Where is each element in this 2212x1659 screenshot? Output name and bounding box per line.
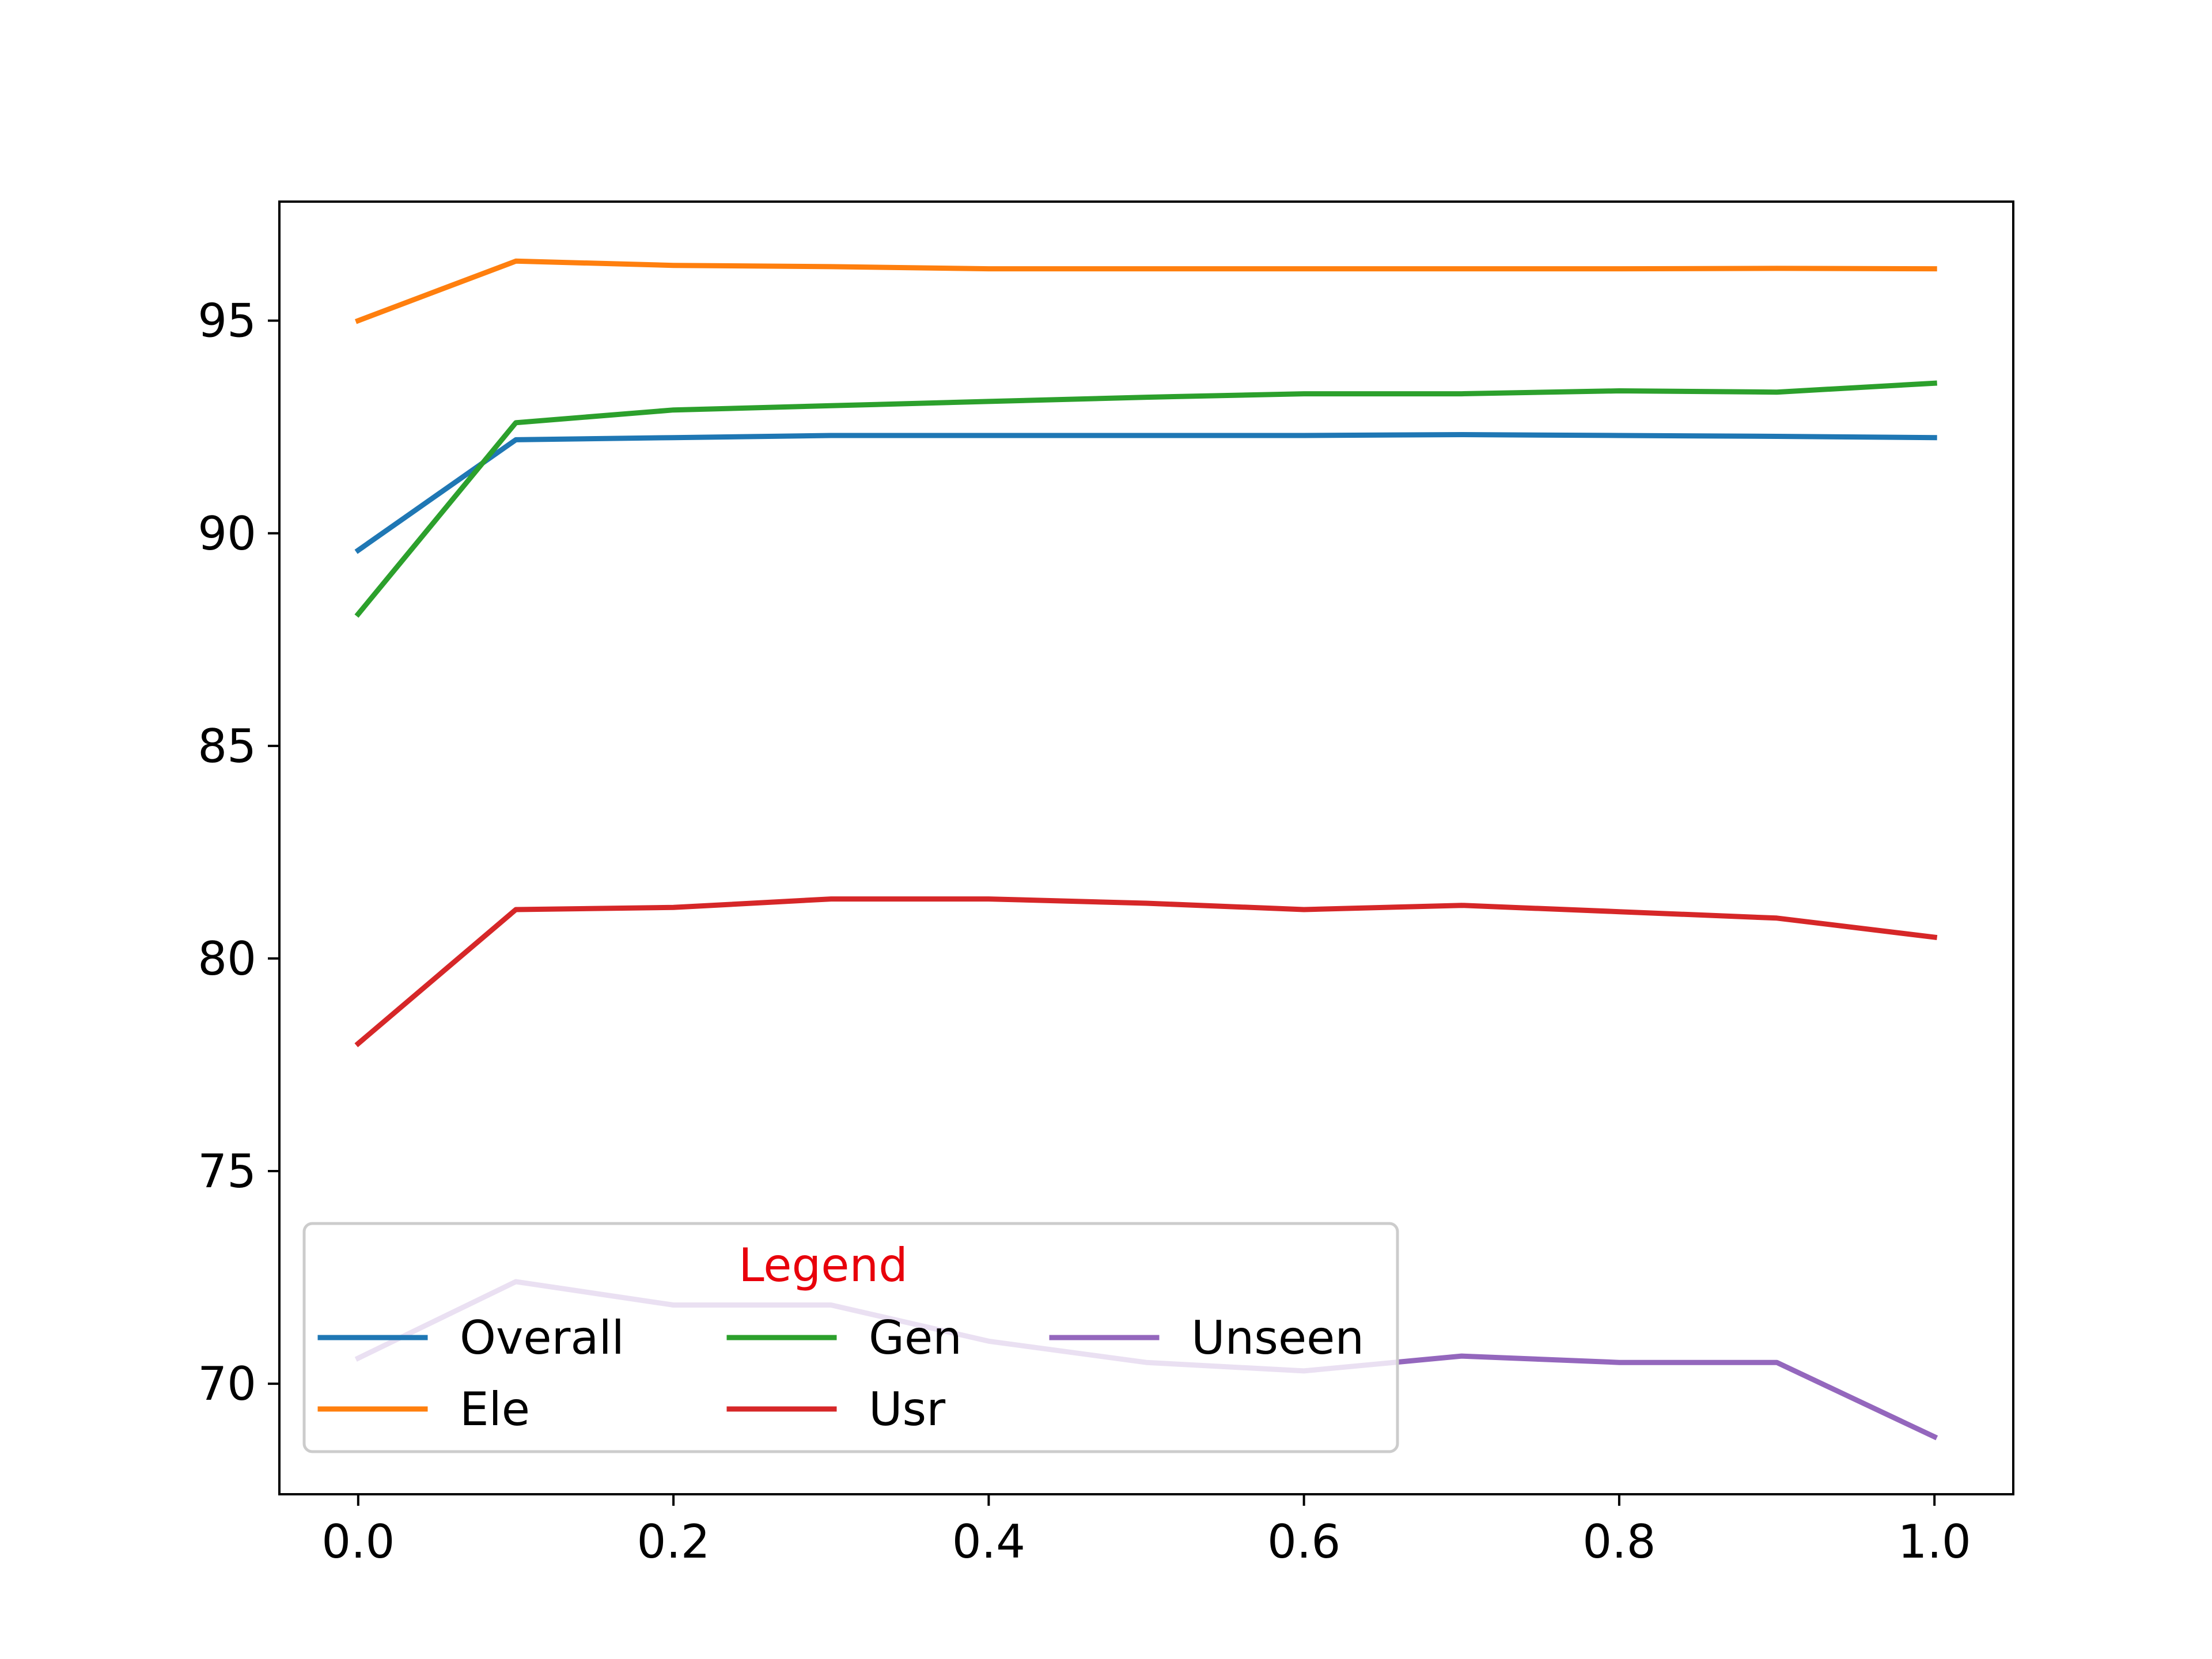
legend-title: Legend — [738, 1238, 908, 1292]
legend-label-gen: Gen — [869, 1311, 962, 1365]
legend-label-usr: Usr — [869, 1382, 945, 1436]
axes-frame — [278, 200, 2014, 1495]
y-axis: 70 75 80 85 90 95 — [198, 294, 279, 1411]
legend-label-ele: Ele — [460, 1382, 530, 1436]
y-tick-label: 85 — [198, 719, 256, 773]
y-tick-label: 80 — [198, 932, 256, 986]
series-line-overall — [354, 432, 1937, 554]
x-tick-label: 0.6 — [1267, 1515, 1340, 1569]
y-tick-label: 95 — [198, 294, 256, 348]
series-line-gen — [354, 380, 1937, 618]
x-tick-label: 0.4 — [952, 1515, 1025, 1569]
x-tick-label: 0.0 — [321, 1515, 395, 1569]
series-line-usr — [354, 896, 1938, 1047]
x-axis: 0.0 0.2 0.4 0.6 0.8 1.0 — [321, 1494, 1971, 1569]
series-line-ele — [355, 258, 1937, 324]
x-tick-label: 0.8 — [1582, 1515, 1656, 1569]
legend-label-unseen: Unseen — [1191, 1311, 1364, 1365]
y-tick-label: 90 — [198, 507, 256, 560]
x-tick-label: 1.0 — [1898, 1515, 1971, 1569]
legend-box — [302, 1222, 1399, 1453]
y-tick-label: 70 — [198, 1357, 256, 1411]
legend-label-overall: Overall — [460, 1311, 624, 1365]
x-tick-label: 0.2 — [637, 1515, 710, 1569]
legend: Legend Overall Ele Gen Usr Unseen — [302, 1222, 1399, 1453]
y-tick-label: 75 — [198, 1145, 256, 1198]
